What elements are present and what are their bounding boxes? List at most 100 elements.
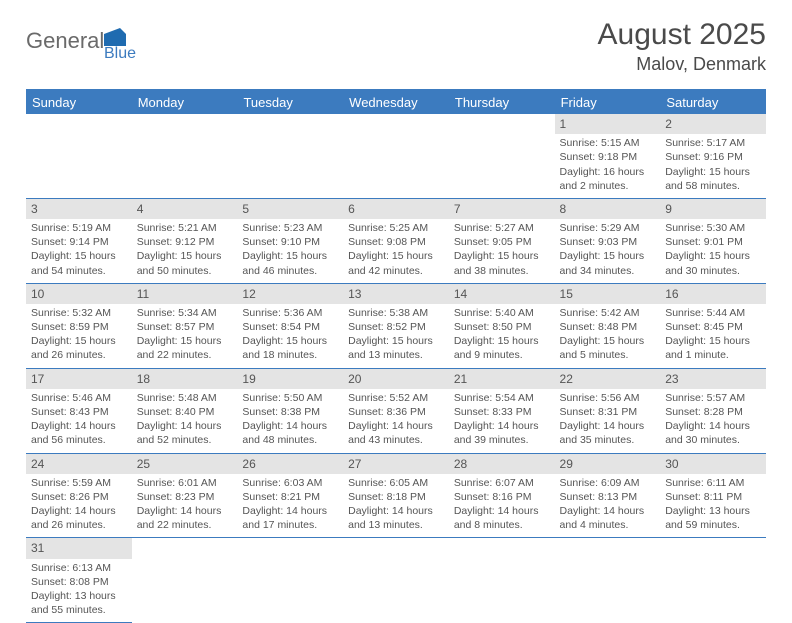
- daylight-line: Daylight: 15 hours and 54 minutes.: [31, 249, 127, 277]
- logo: General Blue: [26, 24, 146, 65]
- day-number: 1: [555, 114, 661, 134]
- day-number: 3: [26, 199, 132, 219]
- daylight-line: Daylight: 14 hours and 39 minutes.: [454, 419, 550, 447]
- calendar-cell: 10Sunrise: 5:32 AMSunset: 8:59 PMDayligh…: [26, 284, 132, 369]
- sunset-line: Sunset: 9:05 PM: [454, 235, 550, 249]
- weekday-header: Wednesday: [343, 91, 449, 114]
- sunset-line: Sunset: 9:10 PM: [242, 235, 338, 249]
- day-number: 7: [449, 199, 555, 219]
- sunset-line: Sunset: 8:28 PM: [665, 405, 761, 419]
- calendar-cell: 12Sunrise: 5:36 AMSunset: 8:54 PMDayligh…: [237, 284, 343, 369]
- day-number: 31: [26, 538, 132, 558]
- daylight-line: Daylight: 15 hours and 1 minute.: [665, 334, 761, 362]
- sunrise-line: Sunrise: 6:13 AM: [31, 561, 127, 575]
- sunrise-line: Sunrise: 5:59 AM: [31, 476, 127, 490]
- calendar-cell: 30Sunrise: 6:11 AMSunset: 8:11 PMDayligh…: [660, 454, 766, 539]
- day-number: 23: [660, 369, 766, 389]
- calendar-cell: 2Sunrise: 5:17 AMSunset: 9:16 PMDaylight…: [660, 114, 766, 199]
- sunrise-line: Sunrise: 6:01 AM: [137, 476, 233, 490]
- day-number: 17: [26, 369, 132, 389]
- day-number: 19: [237, 369, 343, 389]
- daylight-line: Daylight: 15 hours and 18 minutes.: [242, 334, 338, 362]
- sunrise-line: Sunrise: 5:50 AM: [242, 391, 338, 405]
- day-number: 14: [449, 284, 555, 304]
- calendar-cell: 13Sunrise: 5:38 AMSunset: 8:52 PMDayligh…: [343, 284, 449, 369]
- sunset-line: Sunset: 8:59 PM: [31, 320, 127, 334]
- sunset-line: Sunset: 9:18 PM: [560, 150, 656, 164]
- day-number: 6: [343, 199, 449, 219]
- daylight-line: Daylight: 15 hours and 26 minutes.: [31, 334, 127, 362]
- title-block: August 2025 Malov, Denmark: [598, 18, 766, 75]
- calendar-cell: 21Sunrise: 5:54 AMSunset: 8:33 PMDayligh…: [449, 369, 555, 454]
- calendar-cell: 28Sunrise: 6:07 AMSunset: 8:16 PMDayligh…: [449, 454, 555, 539]
- calendar-cell: 1 Sunrise: 5:15 AMSunset: 9:18 PMDaylight…: [555, 114, 661, 199]
- calendar: SundayMondayTuesdayWednesdayThursdayFrid…: [26, 89, 766, 623]
- calendar-cell: 14Sunrise: 5:40 AMSunset: 8:50 PMDayligh…: [449, 284, 555, 369]
- calendar-cell: 20Sunrise: 5:52 AMSunset: 8:36 PMDayligh…: [343, 369, 449, 454]
- sunrise-line: Sunrise: 5:29 AM: [560, 221, 656, 235]
- daylight-line: Daylight: 14 hours and 52 minutes.: [137, 419, 233, 447]
- sunrise-line: Sunrise: 5:52 AM: [348, 391, 444, 405]
- sunset-line: Sunset: 8:48 PM: [560, 320, 656, 334]
- sunset-line: Sunset: 8:23 PM: [137, 490, 233, 504]
- calendar-cell: 25Sunrise: 6:01 AMSunset: 8:23 PMDayligh…: [132, 454, 238, 539]
- daylight-line: Daylight: 14 hours and 30 minutes.: [665, 419, 761, 447]
- day-number: 18: [132, 369, 238, 389]
- sunset-line: Sunset: 8:45 PM: [665, 320, 761, 334]
- daylight-line: Daylight: 14 hours and 48 minutes.: [242, 419, 338, 447]
- day-number: 11: [132, 284, 238, 304]
- sunset-line: Sunset: 9:12 PM: [137, 235, 233, 249]
- daylight-line: Daylight: 15 hours and 42 minutes.: [348, 249, 444, 277]
- weekday-header: Monday: [132, 91, 238, 114]
- sunrise-line: Sunrise: 5:38 AM: [348, 306, 444, 320]
- sunrise-line: Sunrise: 5:27 AM: [454, 221, 550, 235]
- sunrise-line: Sunrise: 5:19 AM: [31, 221, 127, 235]
- sunset-line: Sunset: 8:21 PM: [242, 490, 338, 504]
- day-number: 27: [343, 454, 449, 474]
- location: Malov, Denmark: [598, 54, 766, 75]
- sunset-line: Sunset: 9:03 PM: [560, 235, 656, 249]
- sunrise-line: Sunrise: 5:34 AM: [137, 306, 233, 320]
- calendar-cell: 8Sunrise: 5:29 AMSunset: 9:03 PMDaylight…: [555, 199, 661, 284]
- daylight-line: Daylight: 16 hours and 2 minutes.: [560, 165, 656, 193]
- sunset-line: Sunset: 8:50 PM: [454, 320, 550, 334]
- sunrise-line: Sunrise: 5:57 AM: [665, 391, 761, 405]
- calendar-cell: 11Sunrise: 5:34 AMSunset: 8:57 PMDayligh…: [132, 284, 238, 369]
- daylight-line: Daylight: 14 hours and 13 minutes.: [348, 504, 444, 532]
- sunrise-line: Sunrise: 5:40 AM: [454, 306, 550, 320]
- day-number: 4: [132, 199, 238, 219]
- header: General Blue August 2025 Malov, Denmark: [0, 0, 792, 81]
- calendar-cell: 9Sunrise: 5:30 AMSunset: 9:01 PMDaylight…: [660, 199, 766, 284]
- calendar-cell: 6Sunrise: 5:25 AMSunset: 9:08 PMDaylight…: [343, 199, 449, 284]
- day-number: 2: [660, 114, 766, 134]
- calendar-cell-blank: [132, 114, 238, 199]
- daylight-line: Daylight: 15 hours and 38 minutes.: [454, 249, 550, 277]
- day-number: 30: [660, 454, 766, 474]
- sunrise-line: Sunrise: 5:32 AM: [31, 306, 127, 320]
- sunset-line: Sunset: 8:18 PM: [348, 490, 444, 504]
- daylight-line: Daylight: 15 hours and 5 minutes.: [560, 334, 656, 362]
- sunset-line: Sunset: 9:08 PM: [348, 235, 444, 249]
- sunset-line: Sunset: 8:33 PM: [454, 405, 550, 419]
- calendar-cell: 27Sunrise: 6:05 AMSunset: 8:18 PMDayligh…: [343, 454, 449, 539]
- sunrise-line: Sunrise: 6:11 AM: [665, 476, 761, 490]
- calendar-cell: 31Sunrise: 6:13 AMSunset: 8:08 PMDayligh…: [26, 538, 132, 623]
- calendar-cell: 23 Sunrise: 5:57 AMSunset: 8:28 PMDayligh…: [660, 369, 766, 454]
- calendar-cell-blank: [237, 114, 343, 199]
- weekday-row: SundayMondayTuesdayWednesdayThursdayFrid…: [26, 91, 766, 114]
- sunrise-line: Sunrise: 5:21 AM: [137, 221, 233, 235]
- sunrise-line: Sunrise: 5:15 AM: [560, 136, 656, 150]
- sunset-line: Sunset: 8:38 PM: [242, 405, 338, 419]
- sunset-line: Sunset: 8:43 PM: [31, 405, 127, 419]
- weekday-header: Friday: [555, 91, 661, 114]
- sunset-line: Sunset: 8:36 PM: [348, 405, 444, 419]
- daylight-line: Daylight: 14 hours and 4 minutes.: [560, 504, 656, 532]
- calendar-cell: 18Sunrise: 5:48 AMSunset: 8:40 PMDayligh…: [132, 369, 238, 454]
- sunset-line: Sunset: 8:31 PM: [560, 405, 656, 419]
- calendar-cell: 7 Sunrise: 5:27 AMSunset: 9:05 PMDaylight…: [449, 199, 555, 284]
- daylight-line: Daylight: 14 hours and 26 minutes.: [31, 504, 127, 532]
- daylight-line: Daylight: 15 hours and 34 minutes.: [560, 249, 656, 277]
- day-number: 5: [237, 199, 343, 219]
- calendar-cell: 3Sunrise: 5:19 AMSunset: 9:14 PMDaylight…: [26, 199, 132, 284]
- day-number: 20: [343, 369, 449, 389]
